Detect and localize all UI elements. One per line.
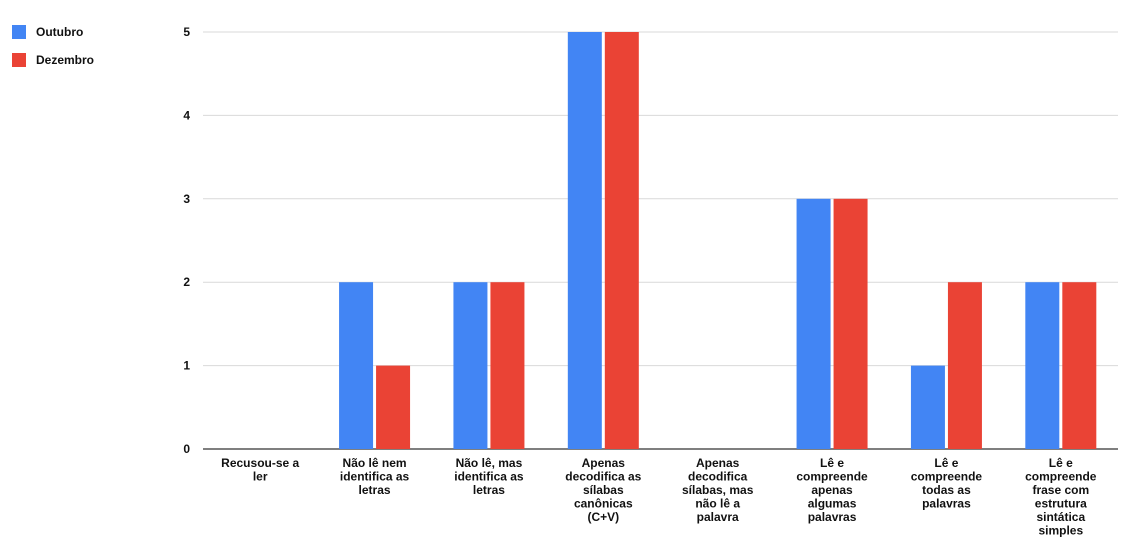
bar-dezembro-6 xyxy=(947,282,982,449)
x-tick-label: Lê e compreende todas as palavras xyxy=(911,456,983,511)
bar-dezembro-5 xyxy=(833,198,868,449)
legend-label-dezembro: Dezembro xyxy=(36,53,95,67)
y-tick-label: 2 xyxy=(183,275,190,289)
legend-item-outubro[interactable]: Outubro xyxy=(12,18,94,46)
y-tick-label: 1 xyxy=(183,359,190,373)
y-tick-label: 3 xyxy=(183,192,190,206)
bar-outubro-3 xyxy=(567,32,602,449)
bar-outubro-2 xyxy=(453,282,488,449)
bar-outubro-7 xyxy=(1025,282,1060,449)
y-tick-label: 4 xyxy=(183,108,190,122)
legend-label-outubro: Outubro xyxy=(36,25,84,39)
x-tick-label: Apenas decodifica sílabas, mas não lê a pala… xyxy=(682,456,754,524)
bar-dezembro-2 xyxy=(490,282,525,449)
bar-dezembro-7 xyxy=(1062,282,1097,449)
bar-dezembro-3 xyxy=(604,32,639,449)
bar-outubro-6 xyxy=(910,365,945,449)
legend: Outubro Dezembro xyxy=(12,18,94,74)
x-tick-label: Não lê, mas identifica as letras xyxy=(454,456,524,497)
x-tick-label: Lê e compreende frase com estrutura sintátic… xyxy=(1025,456,1097,538)
x-tick-label: Apenas decodifica as sílabas canônicas (C+V) xyxy=(565,456,641,524)
legend-swatch-dezembro xyxy=(12,53,26,67)
bar-outubro-1 xyxy=(339,282,374,449)
y-tick-label: 5 xyxy=(183,25,190,39)
legend-swatch-outubro xyxy=(12,25,26,39)
bar-dezembro-1 xyxy=(376,365,411,449)
x-tick-label: Recusou-se a ler xyxy=(221,456,299,484)
x-tick-label: Não lê nem identifica as letras xyxy=(340,456,410,497)
x-tick-label: Lê e compreende apenas algumas palavras xyxy=(796,456,868,524)
bar-outubro-5 xyxy=(796,198,831,449)
legend-item-dezembro[interactable]: Dezembro xyxy=(12,46,94,74)
y-tick-label: 0 xyxy=(183,442,190,456)
